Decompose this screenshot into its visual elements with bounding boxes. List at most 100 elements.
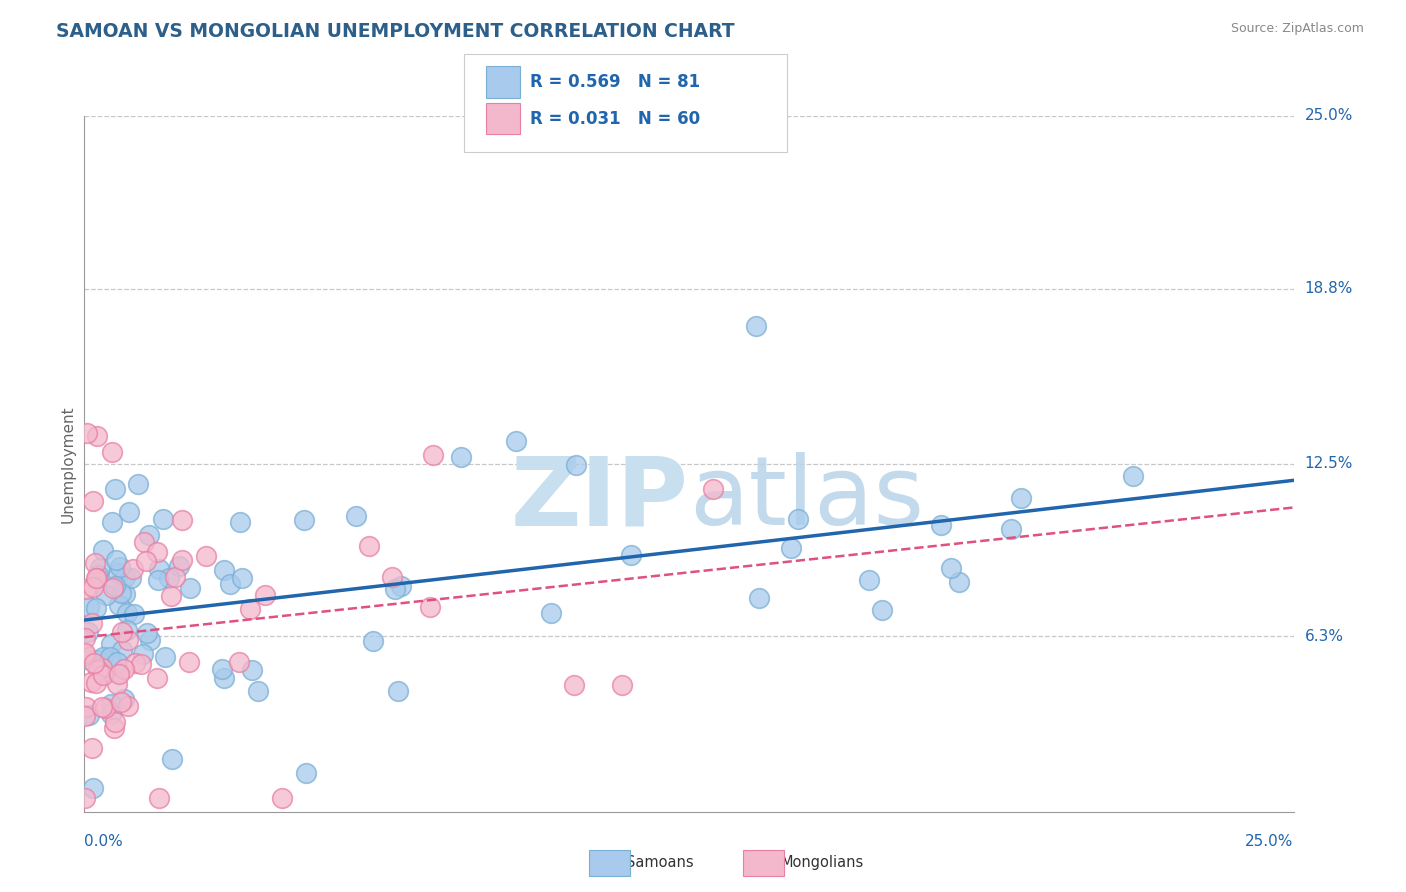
Point xyxy=(84,676,107,690)
Point xyxy=(117,699,139,714)
Point xyxy=(254,588,277,602)
Point xyxy=(90,661,112,675)
Point xyxy=(212,563,235,577)
Text: Source: ZipAtlas.com: Source: ZipAtlas.com xyxy=(1230,22,1364,36)
Y-axis label: Unemployment: Unemployment xyxy=(60,405,76,523)
Point xyxy=(195,549,218,563)
Point xyxy=(104,579,127,593)
Point xyxy=(100,445,122,459)
Point xyxy=(75,582,97,596)
Point xyxy=(77,707,100,722)
Point xyxy=(120,571,142,585)
Text: 25.0%: 25.0% xyxy=(1305,109,1353,123)
Point xyxy=(870,602,893,616)
Point xyxy=(152,511,174,525)
Point xyxy=(929,517,952,532)
Point xyxy=(1000,523,1022,537)
Point xyxy=(939,561,962,575)
Point xyxy=(292,513,315,527)
Point xyxy=(361,633,384,648)
Point xyxy=(83,557,105,571)
Point xyxy=(107,676,129,690)
Point xyxy=(91,543,114,558)
Point xyxy=(75,632,97,646)
Point xyxy=(100,697,122,711)
Text: Mongolians: Mongolians xyxy=(780,855,863,871)
Point xyxy=(75,790,97,805)
Point xyxy=(82,615,104,630)
Point xyxy=(359,539,381,553)
Text: R = 0.031   N = 60: R = 0.031 N = 60 xyxy=(530,110,700,128)
Point xyxy=(134,534,156,549)
Point xyxy=(344,508,367,523)
Point xyxy=(387,684,409,698)
Point xyxy=(75,699,97,714)
Point xyxy=(139,632,162,647)
Point xyxy=(112,692,135,706)
Point xyxy=(135,625,157,640)
Point xyxy=(295,765,318,780)
Point xyxy=(75,648,97,663)
Point xyxy=(419,600,441,615)
Point xyxy=(389,579,412,593)
Point xyxy=(540,606,562,620)
Point xyxy=(117,632,139,647)
Point xyxy=(118,505,141,519)
Point xyxy=(239,602,262,616)
Point xyxy=(82,741,104,756)
Point xyxy=(105,553,128,567)
Point xyxy=(163,570,186,584)
Point xyxy=(231,571,253,585)
Point xyxy=(105,655,128,669)
Point xyxy=(177,655,200,669)
Point xyxy=(146,671,169,685)
Point xyxy=(247,684,270,698)
Point xyxy=(148,790,170,805)
Point xyxy=(562,678,585,692)
Text: 6.3%: 6.3% xyxy=(1305,629,1344,644)
Point xyxy=(82,780,104,795)
Point xyxy=(76,425,98,440)
Point xyxy=(76,652,98,666)
Point xyxy=(124,656,146,670)
Point xyxy=(780,541,803,556)
Point xyxy=(87,663,110,677)
Point xyxy=(146,545,169,559)
Point xyxy=(620,548,643,562)
Point xyxy=(135,554,157,568)
Point xyxy=(157,571,180,585)
Point xyxy=(745,318,768,333)
Point xyxy=(146,573,169,587)
Point xyxy=(612,678,634,692)
Point xyxy=(110,586,132,600)
Point xyxy=(101,515,124,529)
Point xyxy=(172,513,194,527)
Point xyxy=(129,657,152,671)
Point xyxy=(104,482,127,496)
Point xyxy=(160,752,183,766)
Point xyxy=(167,558,190,573)
Point xyxy=(117,623,139,637)
Point xyxy=(384,582,406,596)
Point xyxy=(75,709,97,723)
Point xyxy=(89,560,111,574)
Point xyxy=(93,665,115,680)
Point xyxy=(96,588,118,602)
Point xyxy=(1122,469,1144,483)
Point xyxy=(1010,491,1032,505)
Point xyxy=(75,646,97,660)
Point xyxy=(702,482,724,496)
Point xyxy=(84,601,107,615)
Point xyxy=(122,607,145,621)
Point xyxy=(381,570,404,584)
Text: R = 0.569   N = 81: R = 0.569 N = 81 xyxy=(530,73,700,91)
Point xyxy=(87,653,110,667)
Point xyxy=(82,580,104,594)
Point xyxy=(110,625,132,640)
Point xyxy=(91,700,114,714)
Text: 25.0%: 25.0% xyxy=(1246,834,1294,849)
Point xyxy=(228,516,250,530)
Point xyxy=(858,573,880,587)
Point xyxy=(80,675,103,690)
Point xyxy=(84,571,107,585)
